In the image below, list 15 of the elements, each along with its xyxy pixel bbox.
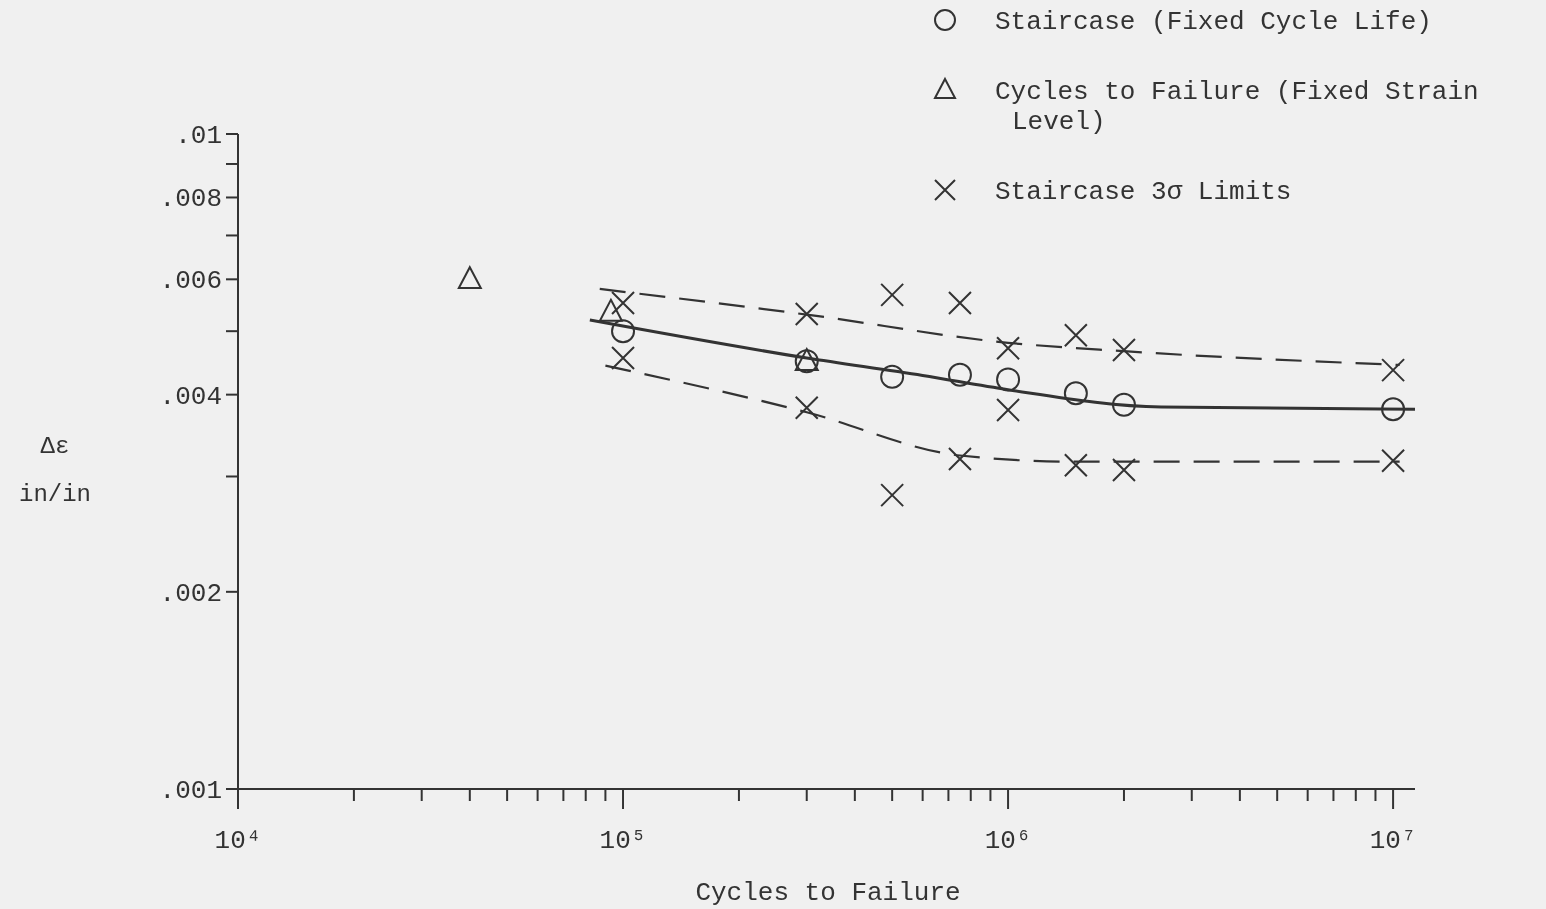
y-tick-label: .01 (175, 121, 222, 151)
x-tick-label: 10⁴ (214, 826, 262, 856)
x-tick-label: 10⁷ (1369, 826, 1417, 856)
y-axis-title: Δε in/in (18, 433, 92, 508)
legend-label: Staircase (Fixed Cycle Life) (995, 7, 1432, 37)
legend-label: Staircase 3σ Limits (995, 177, 1292, 207)
x-axis-title: Cycles to Failure (695, 878, 961, 908)
y-tick-label: .002 (159, 578, 222, 609)
y-tick-label: .008 (159, 184, 222, 215)
legend-label: Cycles to Failure (Fixed Strain Level) (995, 77, 1479, 137)
x-tick-label: 10⁵ (599, 826, 647, 856)
x-tick-label: 10⁶ (984, 826, 1032, 856)
y-tick-label: .006 (159, 266, 222, 297)
y-tick-label: .004 (159, 381, 222, 412)
y-tick-label: .001 (159, 776, 222, 806)
